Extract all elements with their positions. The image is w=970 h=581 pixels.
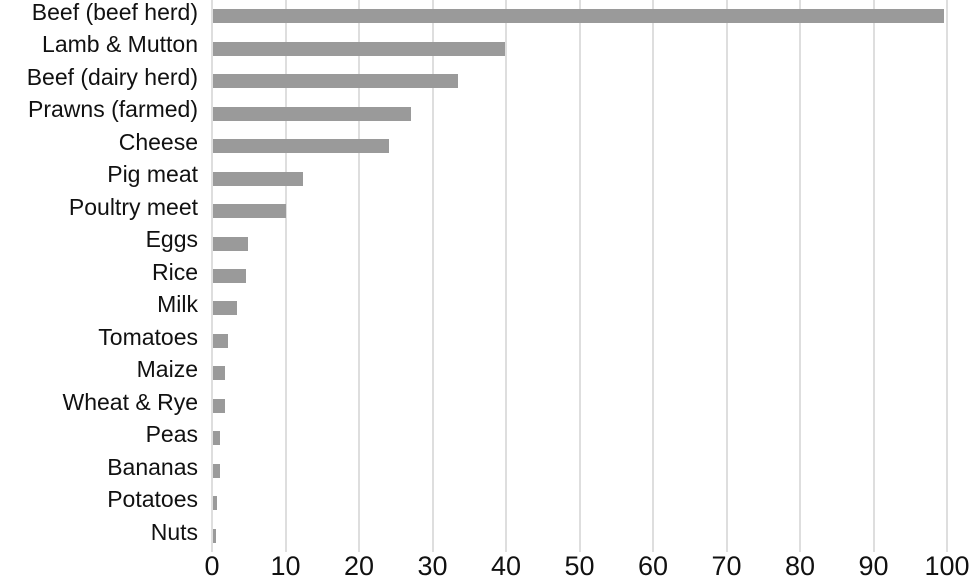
x-tick-label: 0 [204,551,220,581]
bar [213,106,411,121]
bar [213,463,220,478]
category-label: Eggs [145,226,198,253]
category-label: Beef (beef herd) [31,0,198,25]
x-tick-label: 40 [490,551,522,581]
gridline [946,0,948,552]
x-tick-label: 30 [417,551,448,581]
category-label: Cheese [118,128,198,155]
gridline [725,0,728,552]
category-label: Rice [151,258,198,285]
category-label: Nuts [150,518,198,545]
x-tick-label: 90 [858,551,889,581]
bar [213,528,216,543]
bar [213,74,458,89]
category-labels: Beef (beef herd) Lamb & Mutton Beef (dairy… [0,0,198,552]
gridline [431,0,434,552]
category-label: Potatoes [107,486,198,513]
x-tick-label: 20 [343,551,375,581]
bar [213,269,247,283]
category-label: Pig meat [107,161,198,188]
category-label: Poultry meet [68,193,198,220]
category-label: Beef (dairy herd) [26,63,198,90]
x-tick-label: 10 [270,551,301,581]
gridline [799,0,801,552]
category-label: Bananas [107,453,198,480]
gridline [211,0,213,552]
x-tick-label: 100 [924,551,970,581]
bar [213,41,505,56]
gridline [578,0,581,552]
x-axis: 0 10 20 30 40 50 60 70 80 90 100 [0,552,970,581]
gridline [872,0,875,552]
gridline [505,0,507,552]
bar [213,9,945,24]
category-label: Lamb & Mutton [42,31,198,58]
x-tick-label: 50 [564,551,595,581]
category-label: Tomatoes [98,323,198,350]
x-tick-label: 80 [784,551,816,581]
gridline [358,0,360,552]
category-label: Wheat & Rye [62,388,199,415]
x-tick-label: 70 [711,551,742,581]
x-tick-label: 60 [637,551,669,581]
gridline [284,0,287,552]
bar [213,398,225,413]
bar [213,171,304,186]
bar [213,366,226,381]
bar [213,301,237,316]
bar [213,431,221,446]
bar [213,139,389,154]
bar [213,236,248,251]
bar [213,496,217,511]
gridline [652,0,654,552]
bar [213,333,229,348]
category-label: Maize [136,356,198,383]
plot-area [211,0,948,552]
category-label: Peas [145,421,198,448]
category-label: Prawns (farmed) [28,96,198,123]
bar [213,204,286,219]
category-label: Milk [157,291,198,318]
